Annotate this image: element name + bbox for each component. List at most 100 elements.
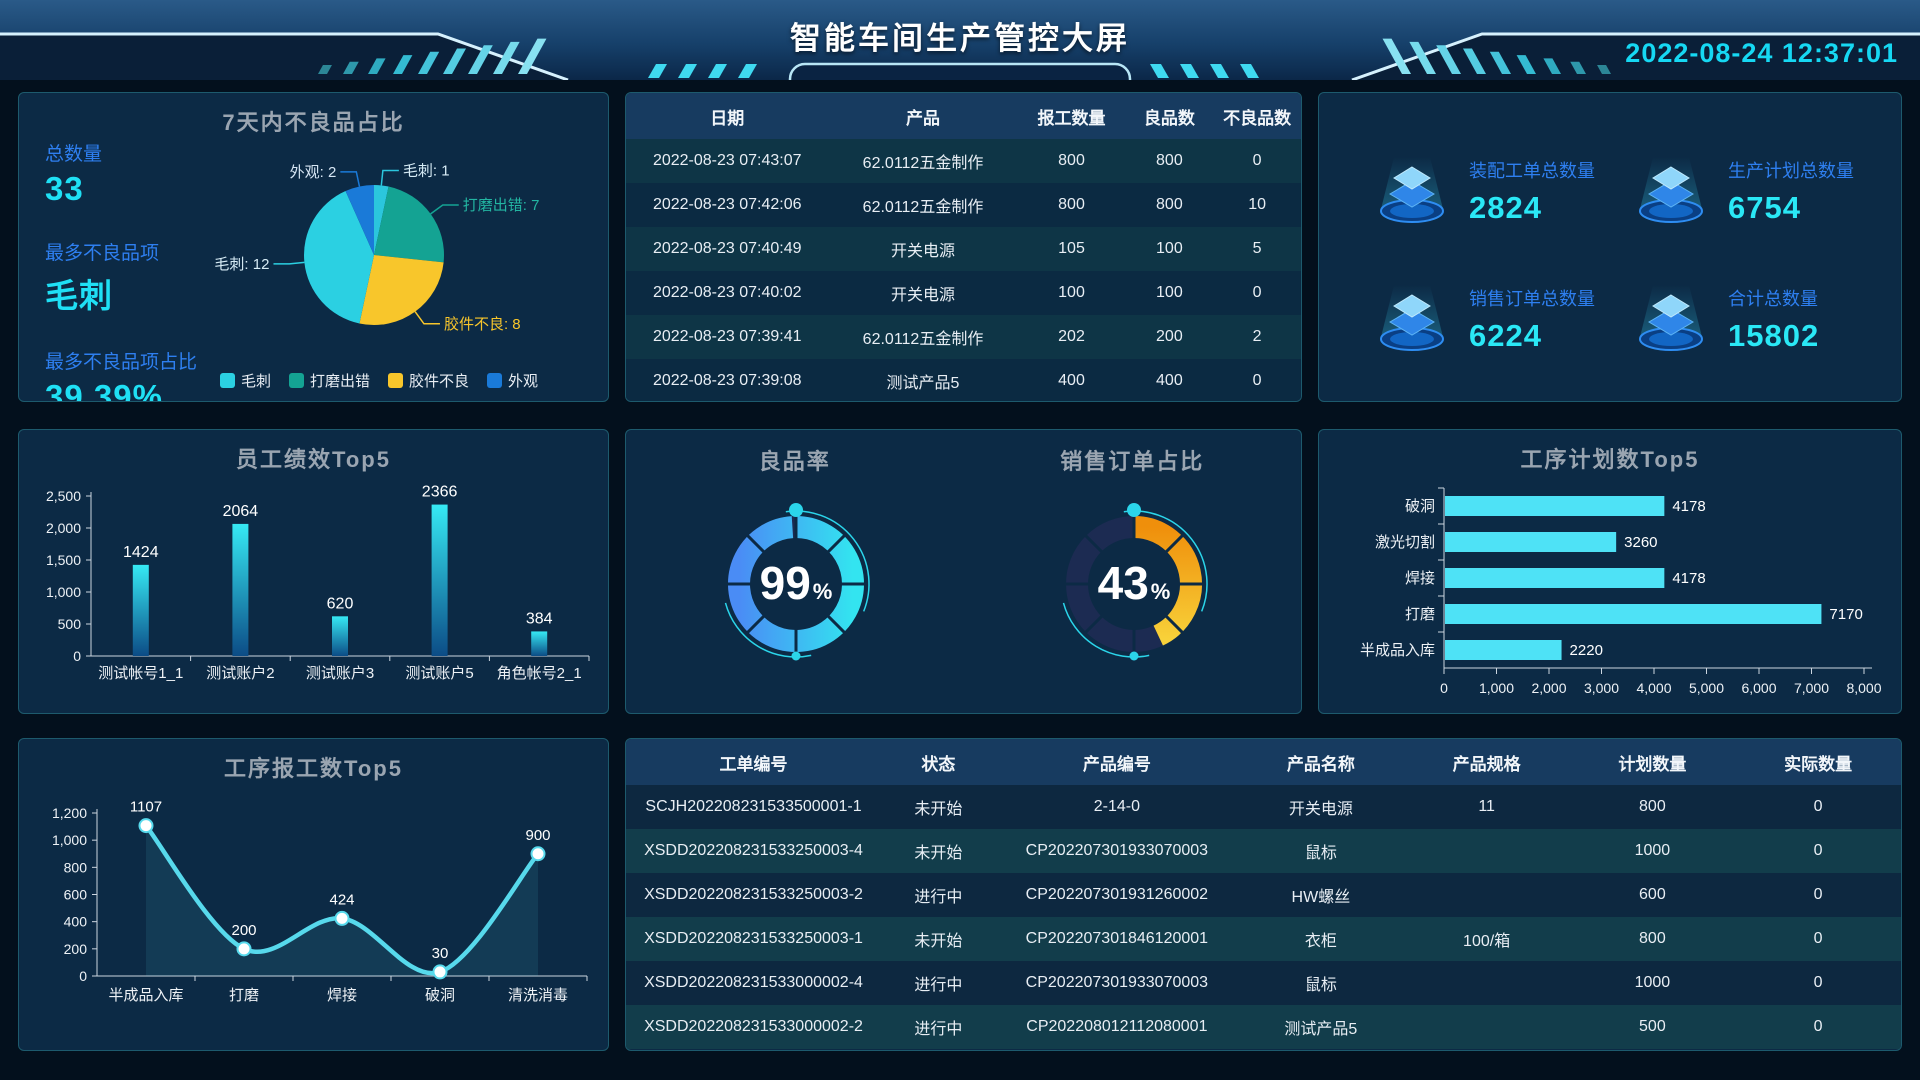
svg-text:0: 0	[79, 968, 87, 984]
table-cell: 0	[1252, 152, 1262, 169]
table-cell: 800	[1058, 152, 1085, 169]
panel-order-table: 工单编号 状态 产品编号 产品名称 产品规格 计划数量 实际数量 SCJH2022082315…	[625, 738, 1902, 1051]
stat-grid: 装配工单总数量 2824 生产计划总数量 6754 销售订单总数量 6224	[1369, 127, 1887, 383]
panel-process-plan: 工序计划数Top5 4178 破洞 3260 激光切割 4178 焊接 7170 打磨 2220…	[1318, 429, 1902, 714]
pie-slice-label: 打磨出错: 7	[463, 197, 540, 214]
svg-text:620: 620	[327, 595, 354, 612]
svg-text:测试账户3: 测试账户3	[306, 665, 374, 682]
stat-block: 最多不良品项占比 39.39%	[45, 347, 197, 401]
stat-card-value: 2824	[1469, 189, 1542, 225]
table-cell: 10	[1248, 196, 1267, 213]
table-cell: 测试产品5	[1284, 1021, 1358, 1038]
svg-text:4178: 4178	[1672, 498, 1705, 515]
svg-text:半成品入库: 半成品入库	[1360, 642, 1435, 659]
table-row: 2022-08-23 07:43:07 62.0112五金制作 800 800 0	[626, 139, 1301, 183]
table-cell	[1404, 961, 1570, 1005]
gauge-title: 销售订单占比	[1060, 449, 1205, 474]
svg-text:5,000: 5,000	[1689, 680, 1724, 696]
svg-text:测试帐号1_1: 测试帐号1_1	[98, 665, 183, 682]
svg-text:8,000: 8,000	[1846, 680, 1881, 696]
page-title: 智能车间生产管控大屏	[790, 21, 1130, 56]
svg-text:1424: 1424	[123, 544, 159, 561]
stat-card-value: 15802	[1728, 317, 1820, 353]
legend-swatch	[487, 373, 503, 388]
datetime: 2022-08-24 12:37:01	[1625, 38, 1898, 68]
table-cell: 200	[1156, 328, 1183, 345]
legend-item[interactable]: 毛刺	[219, 370, 271, 391]
table-cell: 2022-08-23 07:42:06	[652, 196, 802, 213]
svg-text:424: 424	[329, 891, 354, 908]
table-cell: 400	[1156, 372, 1183, 389]
yield-gauge-chart: 99%	[724, 503, 870, 661]
stat-card-label: 销售订单总数量	[1469, 288, 1595, 309]
svg-text:200: 200	[231, 922, 256, 939]
stat-card: 合计总数量 15802	[1628, 255, 1887, 383]
column-header: 产品	[828, 93, 1018, 139]
table-cell: 100	[1156, 284, 1183, 301]
legend-label: 打磨出错	[309, 373, 370, 390]
table-cell: 进行中	[914, 889, 963, 906]
stat-card: 装配工单总数量 2824	[1369, 127, 1628, 255]
gauge-title: 良品率	[758, 449, 831, 474]
stat-card-label: 合计总数量	[1728, 288, 1818, 309]
svg-text:破洞: 破洞	[1405, 498, 1435, 515]
table-row: XSDD202208231533250003-2 进行中 CP20220730193…	[626, 873, 1901, 917]
table-cell: 0	[1813, 798, 1823, 815]
table-cell: 0	[1813, 974, 1823, 991]
table-cell: 800	[1156, 152, 1183, 169]
panel-process-report: 工序报工数Top5 0 200 400 600 800 1,000 1,200 1107 半成品…	[18, 738, 609, 1051]
svg-text:200: 200	[64, 941, 88, 957]
panel-title: 7天内不良品占比	[222, 110, 405, 135]
table-row: XSDD202208231533250003-1 未开始 CP20220730184…	[626, 917, 1901, 961]
svg-text:1,000: 1,000	[52, 832, 87, 848]
table-cell: 100	[1058, 284, 1085, 301]
stat-card-label: 装配工单总数量	[1469, 160, 1595, 181]
table-cell: 1000	[1634, 974, 1671, 991]
column-header: 不良品数	[1213, 93, 1301, 139]
table-cell: CP202207301933070003	[1025, 974, 1209, 991]
stat-block: 总数量 33	[45, 139, 197, 208]
process-report-line-chart: 0 200 400 600 800 1,000 1,200 1107 半成品入库 200 打磨 424…	[52, 799, 588, 1004]
svg-text:2,000: 2,000	[46, 520, 81, 536]
svg-text:4,000: 4,000	[1636, 680, 1671, 696]
svg-text:6,000: 6,000	[1741, 680, 1776, 696]
legend-item[interactable]: 胶件不良	[388, 370, 469, 391]
layers-icon	[1639, 285, 1703, 351]
svg-text:测试账户5: 测试账户5	[405, 665, 473, 682]
table-cell: 1000	[1634, 842, 1671, 859]
stat-texts: 销售订单总数量 6224	[1469, 285, 1595, 354]
stat-texts: 合计总数量 15802	[1728, 285, 1819, 354]
svg-text:激光切割: 激光切割	[1375, 534, 1435, 551]
table-cell: CP202208012112080001	[1026, 1018, 1208, 1035]
table-cell: XSDD202208231533250003-2	[644, 886, 863, 903]
table-cell: HW螺丝	[1291, 889, 1351, 906]
table-row: SCJH202208231533500001-1 未开始 2-14-0 开关电源 11 8…	[626, 785, 1901, 829]
panel-title: 工序报工数Top5	[224, 756, 403, 781]
pie-slice-label: 毛刺: 1	[403, 162, 450, 179]
table-cell: 2022-08-23 07:43:07	[652, 152, 802, 169]
table-cell: 未开始	[914, 933, 963, 950]
column-header: 工单编号	[626, 739, 881, 785]
legend-item[interactable]: 外观	[487, 370, 538, 391]
column-header: 报工数量	[1017, 93, 1126, 139]
pie-slice-label: 外观: 2	[290, 164, 337, 181]
stat-card-label: 生产计划总数量	[1728, 160, 1854, 181]
table-cell: 100/箱	[1463, 933, 1511, 950]
svg-text:30: 30	[432, 945, 449, 962]
svg-text:3260: 3260	[1624, 534, 1657, 551]
svg-text:900: 900	[525, 827, 550, 844]
panel-title: 工序计划数Top5	[1520, 447, 1700, 472]
panel-title: 员工绩效Top5	[236, 447, 391, 472]
stat-label: 最多不良品项	[45, 243, 160, 264]
legend-label: 外观	[508, 373, 539, 390]
column-header: 日期	[626, 93, 829, 139]
table-row: XSDD202208231533250003-4 未开始 CP20220730193…	[626, 829, 1901, 873]
svg-text:99%: 99%	[760, 557, 833, 609]
column-header: 产品名称	[1238, 739, 1404, 785]
table-row: XSDD202208231533000002-4 进行中 CP20220730193…	[626, 961, 1901, 1005]
legend-item[interactable]: 打磨出错	[288, 370, 370, 391]
defect-pie-chart: 毛刺: 1 打磨出错: 7 胶件不良: 8 毛刺: 12 外观: 2	[214, 162, 540, 332]
table-cell: 0	[1813, 842, 1823, 859]
svg-text:43%: 43%	[1098, 557, 1171, 609]
process-plan-hbar-chart: 4178 破洞 3260 激光切割 4178 焊接 7170 打磨 2220 半成品入库 0 1,00…	[1360, 487, 1882, 696]
